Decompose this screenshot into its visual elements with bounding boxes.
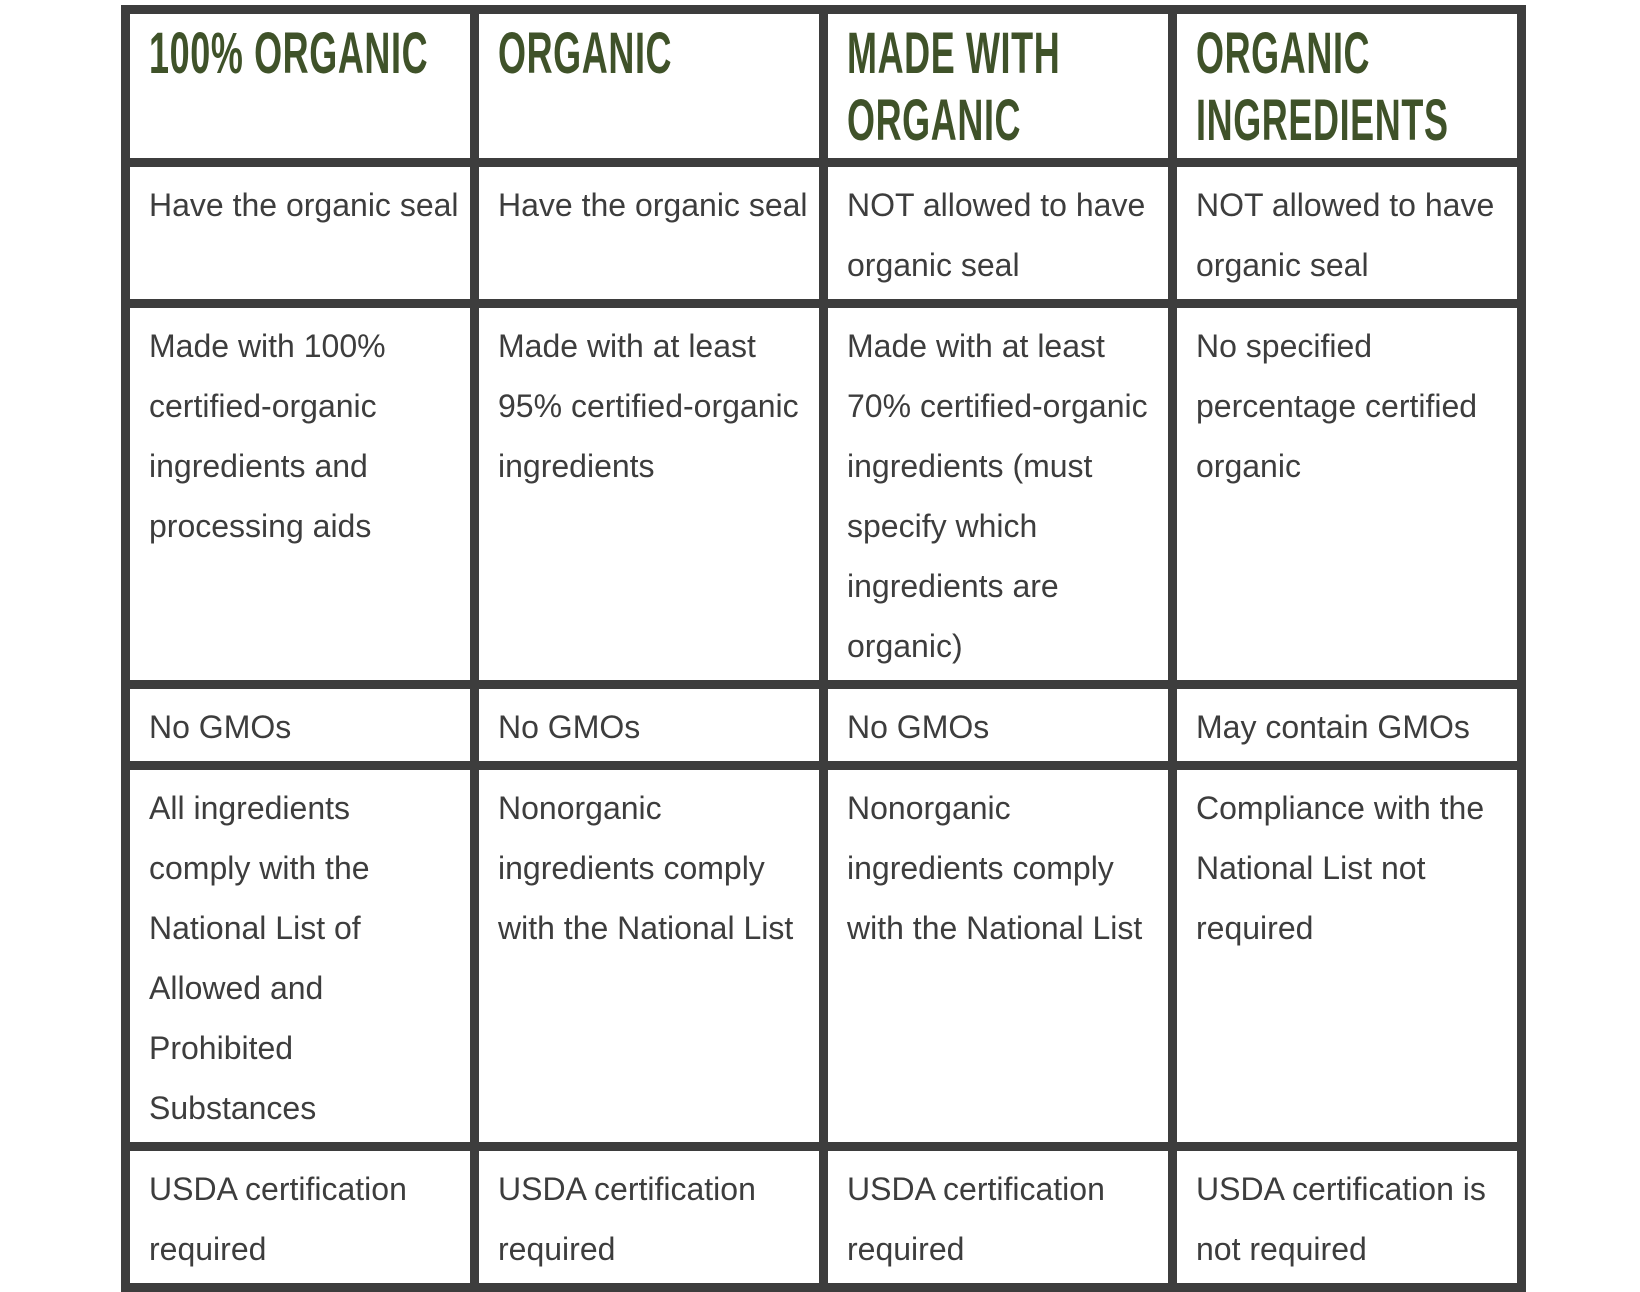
- header-cell: 100% ORGANIC: [130, 14, 470, 158]
- table-cell: No GMOs: [828, 689, 1168, 761]
- table-cell: May contain GMOs: [1177, 689, 1517, 761]
- header-100-organic: 100% ORGANIC: [149, 21, 429, 86]
- header-cell: MADE WITH ORGANIC: [828, 14, 1168, 158]
- table-cell: USDA certification required: [130, 1151, 470, 1283]
- table-cell: NOT allowed to have organic seal: [828, 167, 1168, 299]
- table-cell: Have the organic seal: [479, 167, 819, 299]
- table-cell: Made with at least 95% certified-organic…: [479, 308, 819, 680]
- table-cell: NOT allowed to have organic seal: [1177, 167, 1517, 299]
- table-row: USDA certification required USDA certifi…: [130, 1151, 1517, 1283]
- table-cell: USDA certification required: [828, 1151, 1168, 1283]
- header-organic: ORGANIC: [498, 21, 673, 86]
- table-cell: Nonorganic ingredients comply with the N…: [828, 770, 1168, 1142]
- table-cell: No GMOs: [479, 689, 819, 761]
- table-cell: USDA certification is not required: [1177, 1151, 1517, 1283]
- table-cell: Compliance with the National List not re…: [1177, 770, 1517, 1142]
- table-cell: Made with 100% certified-organic ingredi…: [130, 308, 470, 680]
- header-cell: ORGANIC INGREDIENTS: [1177, 14, 1517, 158]
- table-cell: Made with at least 70% certified-organic…: [828, 308, 1168, 680]
- organic-label-comparison-table: 100% ORGANIC ORGANIC MADE WITH ORGANIC O…: [121, 5, 1526, 1292]
- header-made-with-organic: MADE WITH ORGANIC: [847, 21, 1061, 153]
- table-row: No GMOs No GMOs No GMOs May contain GMOs: [130, 689, 1517, 761]
- table-cell: No specified percentage certified organi…: [1177, 308, 1517, 680]
- table-cell: Nonorganic ingredients comply with the N…: [479, 770, 819, 1142]
- table-cell: No GMOs: [130, 689, 470, 761]
- table-row: All ingredients comply with the National…: [130, 770, 1517, 1142]
- header-row: 100% ORGANIC ORGANIC MADE WITH ORGANIC O…: [130, 14, 1517, 158]
- table-cell: Have the organic seal: [130, 167, 470, 299]
- header-cell: ORGANIC: [479, 14, 819, 158]
- table-row: Have the organic seal Have the organic s…: [130, 167, 1517, 299]
- header-organic-ingredients: ORGANIC INGREDIENTS: [1196, 21, 1449, 153]
- table-row: Made with 100% certified-organic ingredi…: [130, 308, 1517, 680]
- table-cell: USDA certification required: [479, 1151, 819, 1283]
- table-cell: All ingredients comply with the National…: [130, 770, 470, 1142]
